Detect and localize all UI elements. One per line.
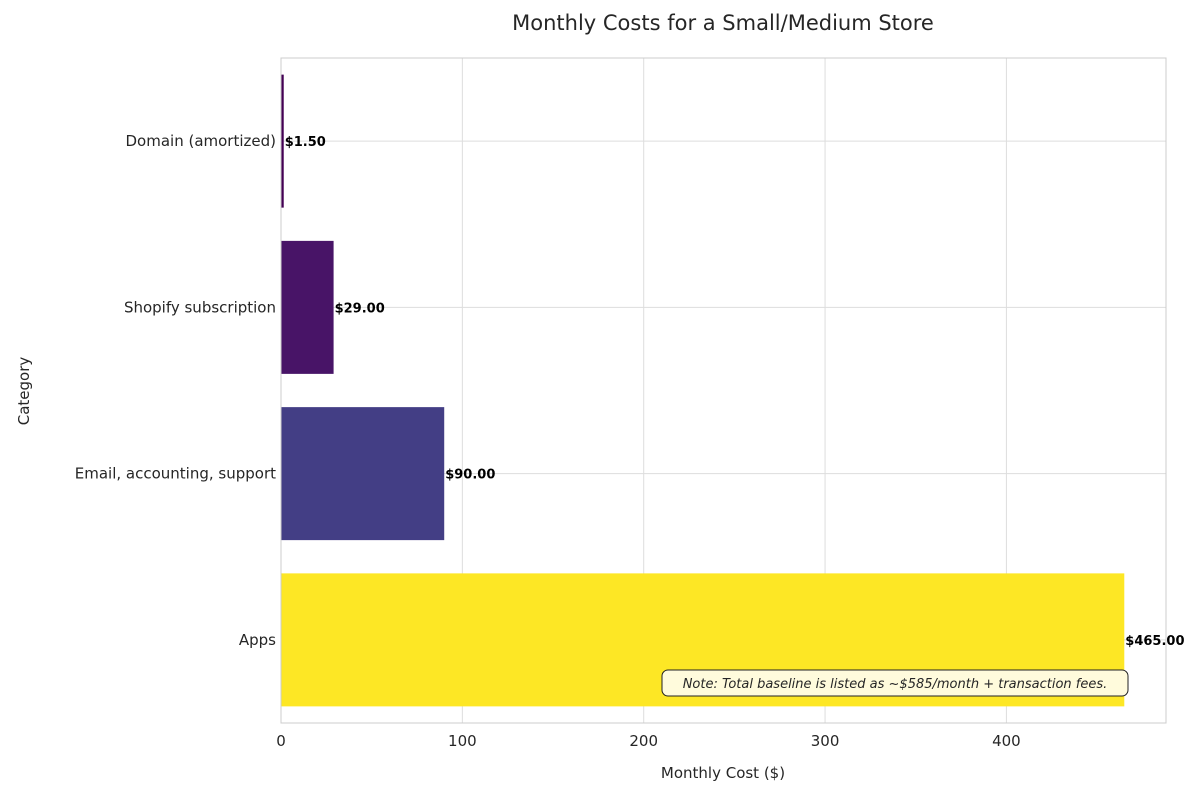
y-tick-label: Shopify subscription bbox=[124, 298, 276, 316]
data-labels: $465.00 $90.00 $29.00 $1.50 bbox=[285, 135, 1185, 649]
bar bbox=[281, 240, 334, 374]
bar-value-label: $465.00 bbox=[1125, 634, 1184, 649]
bar-value-label: $29.00 bbox=[335, 301, 385, 316]
y-tick-label: Domain (amortized) bbox=[126, 132, 277, 150]
bar-value-label: $90.00 bbox=[445, 468, 495, 483]
bar bbox=[281, 74, 284, 208]
note-box: Note: Total baseline is listed as ~$585/… bbox=[661, 669, 1129, 697]
y-tick-label: Email, accounting, support bbox=[75, 465, 276, 483]
y-axis-label: Category bbox=[15, 357, 33, 426]
y-tick-label: Apps bbox=[239, 631, 276, 649]
plot-frame bbox=[280, 57, 1167, 724]
x-tick-label: 400 bbox=[992, 732, 1021, 750]
x-ticks: 0 100 200 300 400 bbox=[276, 732, 1021, 750]
bar bbox=[281, 407, 445, 541]
bars bbox=[281, 74, 1125, 707]
x-tick-label: 200 bbox=[629, 732, 658, 750]
note-text: Note: Total baseline is listed as ~$585/… bbox=[683, 677, 1108, 692]
x-tick-label: 300 bbox=[811, 732, 840, 750]
x-tick-label: 100 bbox=[448, 732, 477, 750]
chart-title: Monthly Costs for a Small/Medium Store bbox=[512, 11, 934, 35]
x-axis-label: Monthly Cost ($) bbox=[661, 764, 785, 782]
x-tick-label: 0 bbox=[276, 732, 286, 750]
note-background bbox=[661, 669, 1129, 697]
y-ticks: Apps Email, accounting, support Shopify su… bbox=[75, 132, 276, 649]
bar-value-label: $1.50 bbox=[285, 135, 326, 150]
